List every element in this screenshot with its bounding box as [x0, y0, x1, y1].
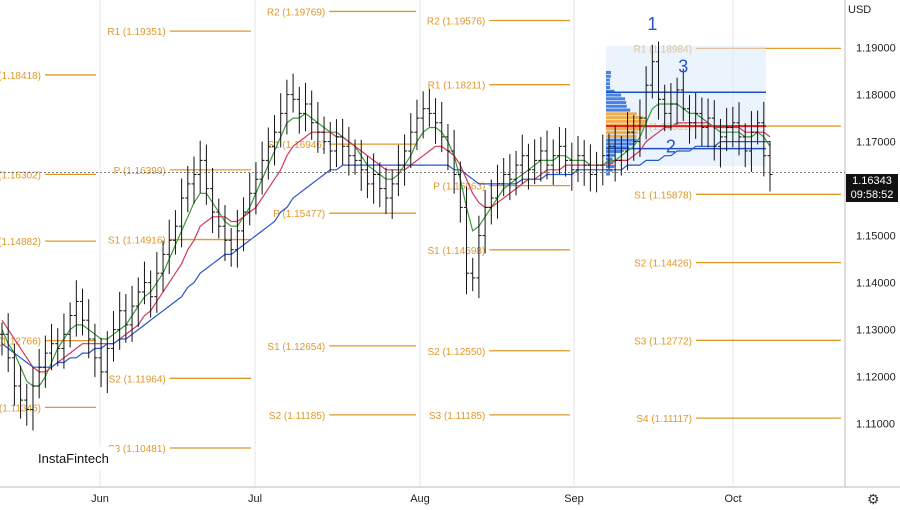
wave-label: 1	[647, 14, 657, 34]
pivot-label: S1 (1.12654)	[267, 342, 325, 353]
volume-profile-bar	[606, 146, 630, 150]
volume-profile-bar	[606, 131, 638, 135]
volume-profile-bar	[606, 149, 622, 153]
x-tick-label: Aug	[410, 493, 430, 505]
pivot-label: P (1.16063)	[433, 182, 485, 193]
y-tick-label: 1.19000	[856, 43, 896, 55]
moving-average-line	[1, 141, 770, 368]
x-tick-label: Oct	[724, 493, 741, 505]
wave-label: 3	[678, 56, 688, 76]
volume-profile-bar	[606, 153, 615, 157]
gear-icon[interactable]: ⚙	[867, 491, 880, 507]
volume-profile-bar	[606, 142, 635, 146]
volume-profile-bar	[606, 119, 648, 123]
pivot-label: S3 (1.10481)	[108, 444, 166, 455]
pivot-label: R1 (1.18211)	[428, 81, 486, 92]
pivot-label: S2 (1.11185)	[269, 411, 325, 422]
volume-profile-bar	[606, 78, 610, 82]
current-time-value: 09:58:52	[850, 189, 894, 201]
pivot-label: S3 (1.12772)	[634, 336, 692, 347]
volume-profile-bar	[606, 116, 644, 120]
pivot-label: R2 (1.19576)	[427, 17, 485, 28]
pivot-label: S2 (1.11964)	[109, 374, 166, 385]
y-tick-label: 1.15000	[856, 231, 896, 243]
volume-profile-bar	[606, 86, 610, 90]
current-price-badge: 1.16343 09:58:52	[846, 174, 898, 202]
pivot-label: R3 (1.18418)	[0, 71, 41, 82]
x-tick-label: Jun	[91, 493, 109, 505]
pivot-label: P (1.15477)	[273, 209, 325, 220]
volume-profile-bar	[606, 172, 610, 176]
volume-profile-bar	[606, 74, 611, 78]
volume-profile-bar	[606, 82, 610, 86]
volume-profile-bar	[606, 93, 622, 97]
pivot-label: S1 (1.16946)	[267, 140, 325, 151]
brand-logo: InstaFintech	[30, 447, 117, 470]
pivot-label: R1 (1.19351)	[107, 27, 165, 38]
y-tick-label: 1.14000	[856, 278, 896, 290]
volume-profile-bar	[606, 97, 626, 101]
pivot-label: R2 (1.16302)	[0, 170, 41, 181]
pivot-label: S1 (1.14916)	[108, 236, 166, 247]
volume-profile-bar	[606, 127, 642, 131]
wave-label: 2	[666, 136, 676, 156]
volume-profile-bar	[606, 101, 627, 105]
pivot-label: S1 (1.15878)	[634, 190, 692, 201]
y-tick-label: 1.18000	[856, 90, 896, 102]
volume-profile-bar	[606, 112, 637, 116]
volume-profile-bar	[606, 164, 615, 168]
current-price-value: 1.16343	[852, 175, 892, 187]
pivot-label: S2 (1.14426)	[634, 259, 692, 270]
volume-profile-bar	[606, 161, 614, 165]
y-tick-label: 1.17000	[856, 137, 896, 149]
pivot-label: S1 (1.14698)	[427, 246, 485, 257]
pivot-label: S3 (1.11185)	[429, 411, 485, 422]
x-tick-label: Jul	[248, 493, 262, 505]
pivot-label: P (1.16399)	[114, 166, 166, 177]
pivot-label: R2 (1.19769)	[267, 7, 325, 18]
pivot-label: S2 (1.12550)	[427, 347, 485, 358]
x-tick-label: Sep	[564, 493, 584, 505]
volume-profile-bar	[606, 70, 611, 74]
pivot-label: R1 (1.14882)	[0, 237, 41, 248]
y-tick-label: 1.11000	[856, 419, 895, 431]
pivot-label: S4 (1.11117)	[636, 414, 692, 425]
y-tick-label: 1.13000	[856, 325, 896, 337]
pivot-label: P (1.12766)	[0, 337, 41, 348]
y-tick-label: 1.12000	[856, 372, 896, 384]
volume-profile-bar	[606, 108, 631, 112]
currency-label[interactable]: USD	[848, 4, 872, 16]
volume-profile-bar	[606, 104, 627, 108]
volume-profile-bar	[606, 89, 615, 93]
